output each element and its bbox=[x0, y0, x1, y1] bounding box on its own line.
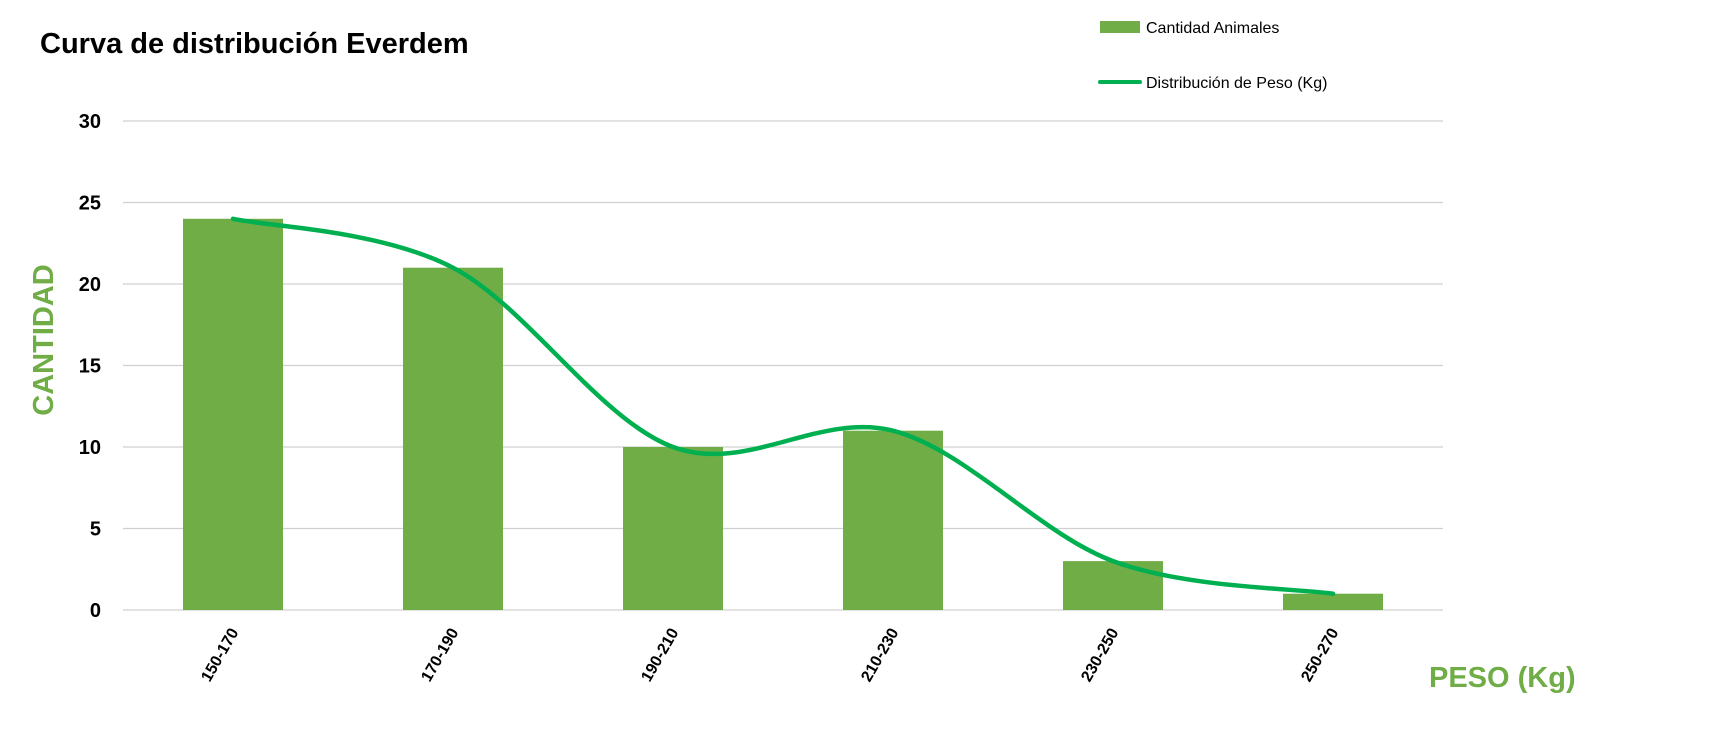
y-tick-label: 10 bbox=[79, 437, 101, 459]
line-series bbox=[230, 216, 1336, 596]
distribution-line bbox=[230, 216, 1336, 596]
legend-label-line: Distribución de Peso (Kg) bbox=[1146, 75, 1327, 92]
y-axis-ticks: 0 5 10 15 20 25 30 bbox=[79, 111, 101, 622]
legend-label-bar: Cantidad Animales bbox=[1146, 20, 1279, 37]
x-tick-label: 250-270 bbox=[1298, 625, 1342, 684]
x-tick-label: 150-170 bbox=[198, 625, 242, 684]
y-tick-label: 30 bbox=[79, 111, 101, 133]
x-tick-label: 230-250 bbox=[1078, 625, 1122, 684]
bar-190-210 bbox=[623, 447, 723, 610]
bar-230-250 bbox=[1063, 561, 1163, 610]
y-tick-label: 5 bbox=[90, 519, 101, 541]
chart-title: Curva de distribución Everdem bbox=[40, 28, 469, 60]
x-axis-label: PESO (Kg) bbox=[1429, 662, 1576, 694]
x-axis-ticks: 150-170 170-190 190-210 210-230 230-250 250-2… bbox=[198, 625, 1342, 684]
x-tick-label: 190-210 bbox=[638, 625, 682, 684]
x-tick-label: 170-190 bbox=[418, 625, 462, 684]
y-axis-label: CANTIDAD bbox=[28, 264, 60, 415]
x-tick-label: 210-230 bbox=[858, 625, 902, 684]
y-tick-label: 0 bbox=[90, 600, 101, 622]
bar-series bbox=[183, 218, 1383, 611]
bar-210-230 bbox=[843, 430, 943, 610]
y-tick-label: 20 bbox=[79, 274, 101, 296]
gridlines bbox=[123, 120, 1443, 611]
legend: Cantidad Animales Distribución de Peso (… bbox=[1098, 20, 1327, 92]
y-tick-label: 15 bbox=[79, 356, 101, 378]
bar-150-170 bbox=[183, 218, 283, 611]
legend-swatch-bar bbox=[1100, 21, 1140, 33]
bar-170-190 bbox=[403, 267, 503, 610]
bar-250-270 bbox=[1283, 593, 1383, 610]
y-tick-label: 25 bbox=[79, 193, 101, 215]
